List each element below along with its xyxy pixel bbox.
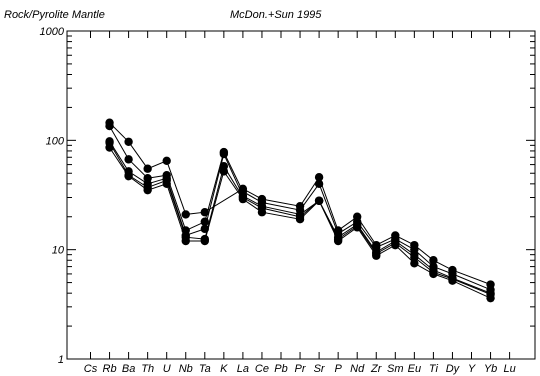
x-tick-label-ti: Ti: [429, 363, 439, 375]
data-point-la: [238, 194, 248, 204]
x-tick-label-dy: Dy: [446, 363, 461, 375]
x-tick-label-nb: Nb: [179, 363, 193, 375]
data-point-nb: [181, 210, 190, 219]
x-tick-label-sr: Sr: [314, 363, 326, 375]
chart-title-reference: McDon.+Sun 1995: [230, 9, 322, 21]
x-tick-label-ta: Ta: [199, 363, 211, 375]
x-tick-label-sm: Sm: [387, 363, 404, 375]
x-tick-label-la: La: [237, 363, 249, 375]
y-tick-label: 1: [58, 354, 64, 366]
data-point-th: [143, 185, 152, 195]
x-tick-label-pb: Pb: [274, 363, 287, 375]
data-point-zr: [372, 251, 381, 260]
series-1: [105, 118, 495, 289]
chart-title-normalization: Rock/Pyrolite Mantle: [4, 9, 105, 21]
data-point-ba: [124, 171, 133, 181]
data-point-sr: [314, 173, 324, 182]
data-point-th: [143, 164, 152, 173]
data-point-u: [162, 156, 171, 165]
data-point-ba: [124, 155, 133, 164]
x-tick-label-rb: Rb: [103, 363, 117, 375]
data-point-k: [219, 149, 229, 159]
data-point-nd: [353, 223, 362, 232]
data-point-ti: [429, 256, 438, 265]
x-tick-label-zr: Zr: [370, 363, 383, 375]
data-point-sr: [314, 179, 324, 189]
data-point-rb: [105, 143, 114, 152]
y-tick-label: 10: [52, 245, 65, 257]
x-tick-label-u: U: [163, 363, 171, 375]
x-tick-label-k: K: [220, 363, 228, 375]
data-point-pr: [295, 214, 305, 224]
data-point-sm: [391, 240, 400, 250]
y-tick-label: 1000: [40, 26, 65, 38]
x-tick-label-nd: Nd: [350, 363, 365, 375]
x-tick-label-pr: Pr: [295, 363, 307, 375]
data-point-ba: [124, 137, 133, 146]
y-tick-label: 100: [46, 135, 65, 147]
x-tick-label-ce: Ce: [255, 363, 269, 375]
series-layer: [105, 118, 495, 303]
data-point-rb: [105, 121, 114, 131]
data-point-ti: [429, 269, 438, 279]
data-point-sr: [314, 196, 324, 205]
data-point-ce: [257, 208, 267, 217]
x-tick-label-p: P: [334, 363, 342, 375]
x-tick-label-ba: Ba: [122, 363, 135, 375]
data-point-dy: [448, 276, 457, 285]
x-tick-label-cs: Cs: [84, 363, 98, 375]
x-tick-label-yb: Yb: [484, 363, 497, 375]
x-tick-label-th: Th: [141, 363, 154, 375]
x-tick-label-lu: Lu: [503, 363, 515, 375]
x-tick-label-y: Y: [468, 363, 476, 375]
x-tick-label-eu: Eu: [408, 363, 421, 375]
data-point-ta: [200, 236, 209, 246]
series-5: [105, 143, 495, 303]
plot-frame: [66, 30, 536, 360]
data-point-yb: [486, 293, 495, 303]
data-point-nb: [181, 236, 190, 246]
data-point-k: [219, 167, 229, 176]
axes: 1 10 100 1000 Cs Rb Ba Th U Nb Ta K La Ce Pb Pr Sr P Nd Zr S…: [40, 26, 535, 375]
data-point-eu: [410, 253, 419, 262]
data-point-eu: [410, 259, 419, 268]
data-point-u: [162, 179, 171, 189]
data-point-p: [333, 236, 343, 246]
